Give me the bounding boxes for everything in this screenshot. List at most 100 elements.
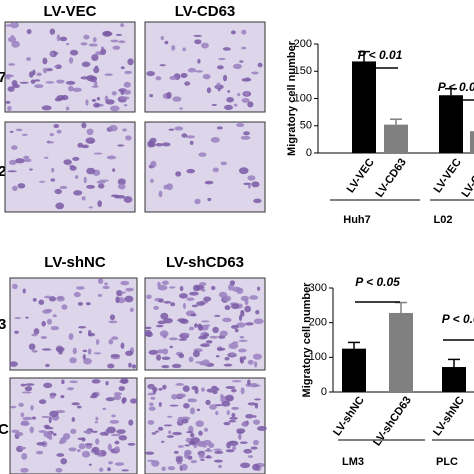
cell	[231, 406, 239, 410]
cell	[11, 40, 20, 48]
cell	[178, 353, 185, 359]
column-label: LV-shNC	[44, 254, 106, 271]
cell	[220, 394, 224, 399]
cell	[158, 190, 163, 198]
cell	[83, 358, 92, 365]
micrograph	[9, 377, 138, 474]
cell	[52, 433, 57, 436]
cell	[164, 40, 169, 45]
cell	[155, 143, 163, 147]
cell	[31, 416, 37, 420]
cell	[157, 281, 161, 288]
column-label: LV-shCD63	[166, 254, 244, 271]
cell	[166, 91, 172, 99]
cell	[120, 23, 125, 28]
cell	[170, 302, 176, 307]
cell	[91, 392, 98, 397]
cell	[163, 424, 173, 427]
cell	[153, 305, 159, 311]
cell	[15, 431, 24, 437]
cell	[186, 297, 195, 301]
cell	[54, 65, 58, 68]
cell	[150, 178, 154, 183]
cell	[46, 141, 55, 144]
cell	[197, 442, 205, 445]
cell	[127, 442, 136, 446]
cell	[55, 202, 65, 210]
cell	[247, 402, 257, 406]
cell	[215, 411, 219, 416]
cell	[91, 446, 100, 453]
cell	[118, 386, 126, 391]
row-label: 2	[0, 163, 6, 180]
cell	[111, 336, 119, 340]
y-tick-label: 150	[294, 65, 312, 77]
cell	[147, 392, 156, 396]
cell	[25, 383, 35, 386]
cell	[229, 352, 235, 357]
cell	[226, 97, 234, 103]
cell	[66, 387, 75, 391]
cell	[238, 339, 248, 342]
cell	[31, 333, 38, 337]
cell	[120, 377, 129, 385]
cell	[117, 178, 126, 186]
cell	[49, 51, 55, 57]
bar	[389, 312, 413, 392]
cell	[22, 288, 26, 294]
cell	[107, 467, 111, 472]
cell	[155, 324, 164, 328]
cell	[72, 347, 77, 355]
cell	[76, 405, 82, 409]
cell	[61, 379, 65, 385]
cell	[68, 57, 74, 64]
cell	[120, 342, 125, 349]
cell	[85, 302, 91, 306]
cell	[74, 175, 79, 179]
cell	[120, 291, 127, 294]
cell	[146, 294, 152, 300]
micrograph	[4, 21, 136, 113]
cell	[82, 349, 88, 353]
cell	[112, 168, 116, 173]
cell	[95, 339, 100, 345]
cell	[8, 63, 16, 66]
cell	[21, 391, 32, 394]
cell	[69, 165, 77, 171]
cell	[41, 415, 50, 419]
cell	[78, 443, 86, 450]
cell	[112, 45, 121, 50]
cell	[40, 335, 48, 340]
cell	[81, 61, 91, 68]
cell	[49, 410, 59, 418]
cell	[117, 183, 126, 190]
cell	[78, 330, 83, 334]
cell	[193, 34, 203, 37]
cell	[191, 304, 198, 308]
cell	[169, 404, 179, 407]
cell	[105, 381, 109, 386]
cell	[36, 441, 46, 446]
group-label: Huh7	[343, 214, 371, 226]
cell	[149, 141, 156, 148]
cell	[31, 349, 38, 353]
cell	[194, 39, 202, 45]
cell	[247, 184, 251, 189]
column-label: LV-VEC	[43, 3, 96, 20]
cell	[38, 299, 45, 305]
cell	[145, 331, 153, 338]
cell	[45, 426, 54, 430]
cell	[245, 413, 254, 419]
cell	[158, 387, 163, 391]
cell	[107, 363, 115, 369]
cell	[160, 35, 165, 41]
cell	[18, 402, 24, 408]
y-axis-label: Migratory cell number	[286, 40, 298, 156]
cell	[55, 467, 63, 473]
cell	[227, 90, 231, 93]
cell	[15, 158, 25, 164]
cell	[59, 185, 68, 190]
cell	[88, 43, 98, 47]
cell	[100, 48, 107, 56]
